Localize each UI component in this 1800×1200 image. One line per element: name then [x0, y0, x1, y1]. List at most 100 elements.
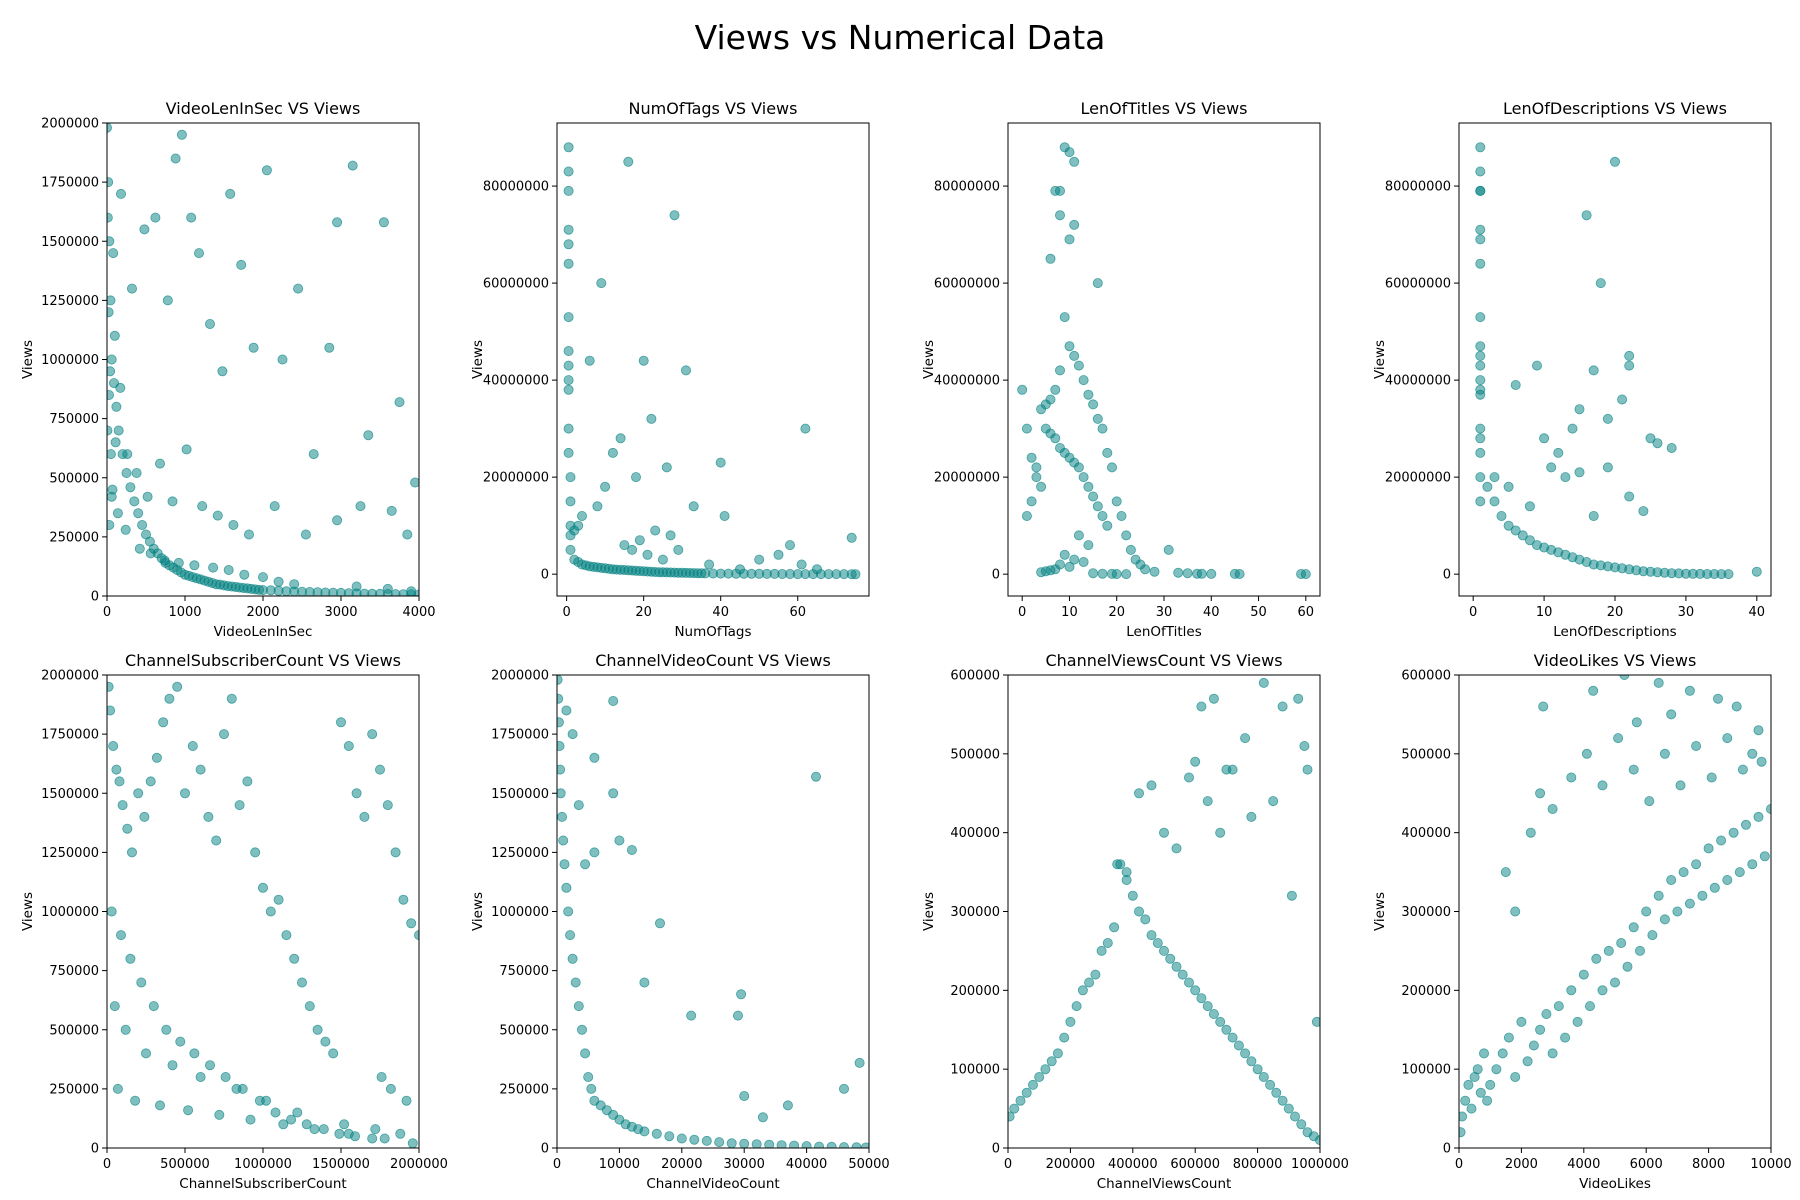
scatter-point: [1045, 253, 1056, 264]
scatter-point: [1227, 1032, 1238, 1043]
scatter-point: [1503, 481, 1514, 492]
subplot-title: VideoLenInSec VS Views: [166, 99, 361, 118]
scatter-point: [1475, 258, 1486, 269]
scatter-point: [1475, 1087, 1486, 1098]
scatter-point: [754, 554, 765, 565]
scatter-point: [1722, 875, 1733, 886]
scatter-point: [309, 1124, 320, 1135]
scatter-point: [1234, 569, 1245, 580]
scatter-point: [189, 560, 200, 571]
scatter-point: [1475, 447, 1486, 458]
scatter-point: [735, 564, 746, 575]
y-tick-label: 1000000: [41, 905, 99, 920]
scatter-point: [1125, 544, 1136, 555]
y-tick-label: 60000000: [483, 277, 549, 292]
scatter-point: [1258, 1072, 1269, 1083]
scatter-point: [234, 800, 245, 811]
scatter-point: [214, 1109, 225, 1120]
scatter-point: [1684, 898, 1695, 909]
scatter-point: [1722, 733, 1733, 744]
scatter-point: [814, 1141, 825, 1148]
scatter-point: [557, 741, 565, 751]
scatter-point: [1635, 945, 1646, 956]
scatter-point: [573, 1001, 584, 1012]
scatter-point: [1073, 530, 1084, 541]
scatter-point: [1088, 399, 1099, 410]
axes-frame: [106, 122, 420, 597]
y-tick-label: 2000000: [41, 117, 99, 132]
scatter-point: [107, 390, 114, 400]
scatter-point: [296, 977, 307, 988]
scatter-point: [1472, 1064, 1483, 1075]
scatter-point: [228, 520, 239, 531]
scatter-point: [651, 1128, 662, 1139]
scatter-point: [265, 906, 276, 917]
scatter-point: [1121, 569, 1132, 580]
scatter-point: [286, 1114, 297, 1125]
scatter-point: [1111, 496, 1122, 507]
scatter-point: [1713, 693, 1724, 704]
scatter-point: [557, 693, 564, 704]
scatter-point: [1588, 510, 1599, 521]
scatter-point: [1510, 906, 1521, 917]
y-tick-label: 300000: [1401, 905, 1451, 920]
scatter-point: [211, 835, 222, 846]
subplot-4: 0 10 20 30 40 0 20000000 40000000 60000000 800000…: [1372, 99, 1772, 640]
y-tick-label: 200000: [950, 984, 1000, 999]
scatter-point: [634, 535, 645, 546]
scatter-point: [1171, 843, 1182, 854]
scatter-point: [1268, 796, 1279, 807]
scatter-point: [1567, 423, 1578, 434]
scatter-point: [1535, 1024, 1546, 1035]
axes-frame: [106, 674, 420, 1149]
scatter-point: [301, 1119, 312, 1130]
scatter-point: [1031, 462, 1042, 473]
scatter-point: [332, 515, 343, 526]
scatter-point: [112, 1083, 123, 1094]
scatter-point: [1602, 462, 1613, 473]
scatter-point: [1578, 969, 1589, 980]
scatter-point: [125, 953, 136, 964]
scatter-point: [1475, 224, 1486, 235]
scatter-point: [715, 457, 726, 468]
x-tick-label: 2000: [1505, 1157, 1538, 1172]
scatter-point: [1009, 1103, 1020, 1114]
scatter-point: [851, 1142, 862, 1148]
scatter-point: [1146, 930, 1157, 941]
scatter-point: [1293, 693, 1304, 704]
scatter-point: [1190, 756, 1201, 767]
scatter-point: [1233, 1040, 1244, 1051]
scatter-point: [1265, 1079, 1276, 1090]
scatter-point: [1182, 568, 1193, 579]
x-tick-label: 60: [1298, 605, 1315, 620]
x-tick-label: 800000: [1233, 1157, 1283, 1172]
scatter-point: [218, 729, 229, 740]
scatter-point: [565, 530, 576, 541]
scatter-point: [261, 1095, 272, 1106]
scatter-point: [669, 210, 680, 221]
scatter-point: [347, 160, 358, 171]
scatter-point: [1497, 1048, 1508, 1059]
scatter-point: [1591, 953, 1602, 964]
scatter-point: [1475, 375, 1486, 386]
y-tick-label: 100000: [1401, 1063, 1451, 1078]
scatter-point: [225, 188, 236, 199]
scatter-point: [615, 433, 626, 444]
scatter-point: [1240, 1048, 1251, 1059]
scatter-point: [1050, 384, 1061, 395]
scatter-point: [1069, 350, 1080, 361]
scatter-point: [1159, 945, 1170, 956]
x-axis-label: LenOfTitles: [1126, 624, 1202, 640]
scatter-point: [642, 549, 653, 560]
scatter-point: [1624, 360, 1635, 371]
x-tick-label: 40000: [786, 1157, 827, 1172]
scatter-point: [1652, 438, 1663, 449]
scatter-point: [557, 717, 564, 728]
scatter-point: [580, 1048, 591, 1059]
scatter-point: [773, 549, 784, 560]
y-tick-label: 400000: [950, 826, 1000, 841]
scatter-point: [563, 142, 574, 153]
scatter-point: [589, 752, 600, 763]
x-tick-label: 500000: [160, 1157, 210, 1172]
